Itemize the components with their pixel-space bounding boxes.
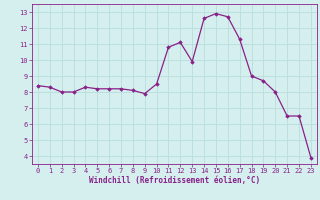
X-axis label: Windchill (Refroidissement éolien,°C): Windchill (Refroidissement éolien,°C) bbox=[89, 176, 260, 185]
